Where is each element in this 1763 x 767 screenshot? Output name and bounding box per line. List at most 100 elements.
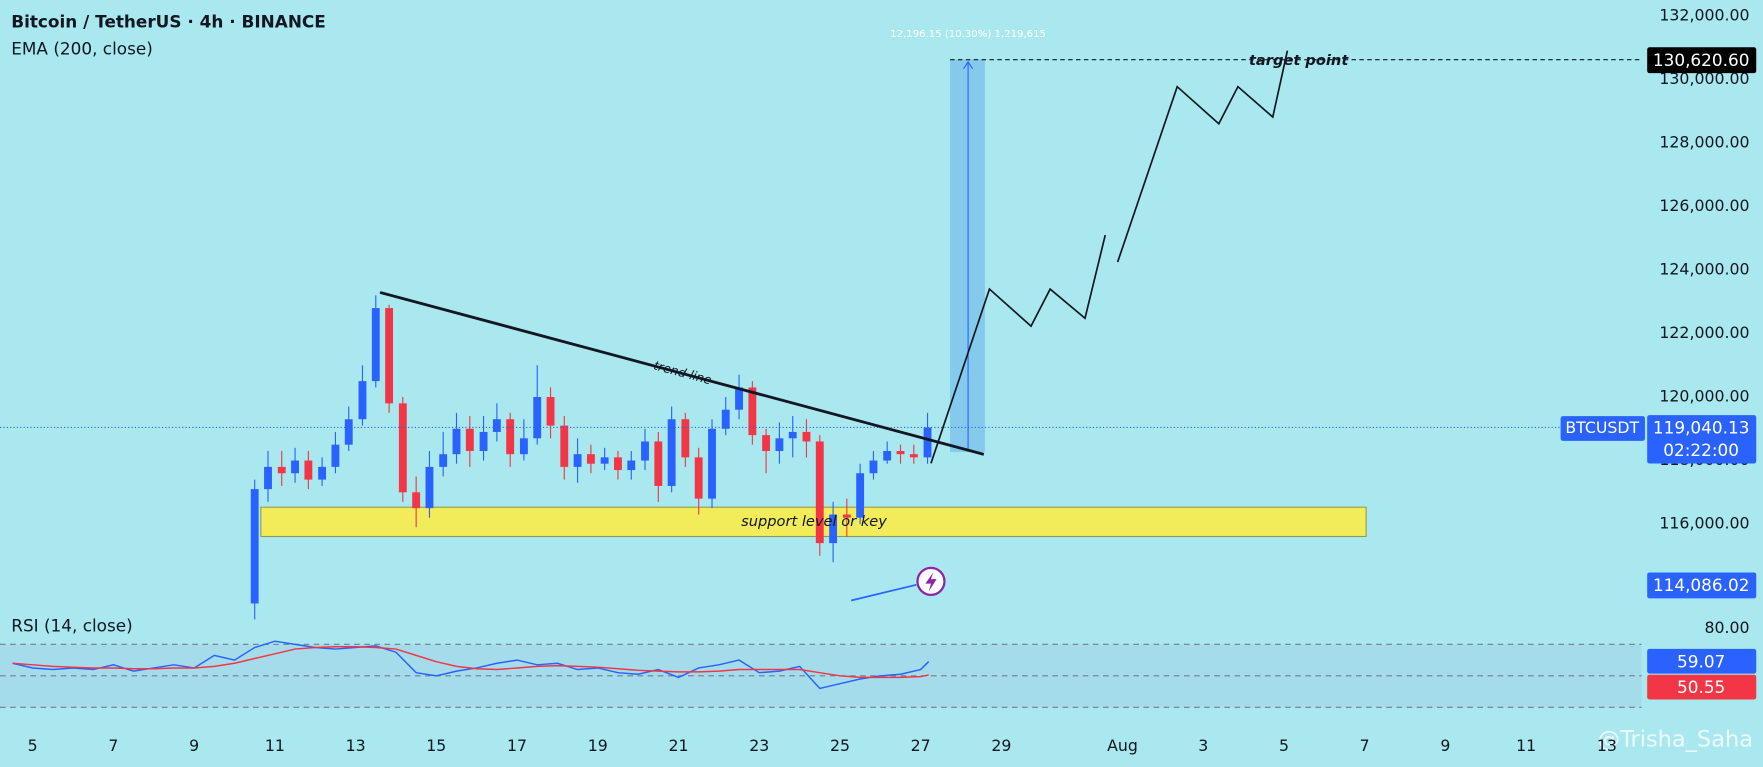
- candle-body: [735, 387, 743, 410]
- candle-body: [654, 441, 663, 486]
- trend-line: [379, 291, 985, 456]
- countdown: 02:22:00: [1663, 440, 1739, 460]
- target-label: target point: [1249, 52, 1349, 69]
- price-tag-label: 119,040.13: [1653, 418, 1750, 438]
- value-tag-label: 50.55: [1677, 677, 1725, 697]
- y-tick-label: 126,000.00: [1659, 196, 1749, 215]
- candle-body: [371, 308, 380, 382]
- candle-body: [452, 428, 461, 455]
- x-tick-label: 5: [1279, 736, 1289, 755]
- value-tag: [1647, 674, 1757, 700]
- plot-area: [0, 295, 1645, 620]
- candle-body: [708, 428, 716, 499]
- candle-body: [694, 457, 703, 499]
- x-tick-label: 5: [28, 736, 38, 755]
- signal-bolt: [925, 572, 937, 592]
- candle-body: [412, 492, 421, 509]
- y-tick-label: 128,000.00: [1659, 132, 1749, 151]
- candle-body: [344, 419, 353, 445]
- x-tick-label: 9: [189, 736, 199, 755]
- y-tick-label: 122,000.00: [1659, 323, 1749, 342]
- symbol-label: BTCUSDT: [1565, 418, 1639, 437]
- chart-title: Bitcoin / TetherUS · 4h · BINANCE: [11, 12, 326, 32]
- x-tick-label: 15: [426, 736, 446, 755]
- candle-body: [425, 466, 434, 509]
- x-tick-label: 23: [749, 736, 769, 755]
- candle-body: [842, 514, 851, 518]
- price-tag-label: 130,620.60: [1653, 50, 1750, 70]
- candle-body: [519, 438, 528, 455]
- candle-body: [546, 397, 555, 426]
- x-tick-label: 7: [1360, 736, 1370, 755]
- measure-arrow-head: [963, 60, 974, 69]
- y-tick-label: 124,000.00: [1659, 259, 1749, 278]
- candle-body: [748, 387, 757, 436]
- projection-path: [1116, 50, 1289, 263]
- candle-body: [627, 460, 636, 471]
- candle-body: [586, 454, 595, 464]
- candle-body: [264, 466, 272, 490]
- x-tick-label: 21: [668, 736, 688, 755]
- candle-body: [775, 438, 784, 452]
- candle-body: [681, 419, 690, 458]
- y-tick-label: 116,000.00: [1659, 514, 1749, 533]
- candle-body: [762, 435, 771, 452]
- value-tag-label: 59.07: [1677, 651, 1725, 671]
- candle-body: [358, 381, 367, 420]
- candle-body: [869, 460, 878, 474]
- candle-body: [304, 460, 313, 480]
- candle-body: [318, 466, 327, 480]
- projection-path: [930, 234, 1107, 464]
- candle-body: [492, 419, 501, 432]
- y-tick-label: 130,000.00: [1659, 69, 1749, 88]
- y-tick-label: 120,000.00: [1659, 387, 1749, 406]
- price-tag: [1647, 47, 1757, 74]
- candle-body: [560, 425, 569, 467]
- candle-body: [439, 454, 448, 467]
- x-tick-label: 29: [991, 736, 1011, 755]
- x-tick-label: 3: [1198, 736, 1208, 755]
- candle-body: [909, 454, 918, 458]
- x-tick-label: 11: [1516, 736, 1536, 755]
- candle-body: [573, 454, 582, 467]
- support-label: support level or key: [741, 513, 887, 530]
- candle-body: [398, 403, 407, 493]
- candle-body: [923, 427, 932, 458]
- y-tick-label: 132,000.00: [1659, 5, 1749, 24]
- candle-body: [829, 514, 838, 544]
- rsi-line: [12, 645, 929, 679]
- x-tick-label: 27: [911, 736, 931, 755]
- price-tag: [1647, 572, 1757, 599]
- measure-label: 12,196.15 (10.30%) 1,219,615: [890, 29, 1046, 40]
- candle-body: [815, 441, 824, 544]
- candle-body: [479, 431, 488, 452]
- candle-body: [614, 457, 622, 471]
- x-tick-label: Aug: [1107, 736, 1138, 755]
- candle-body: [667, 419, 676, 486]
- price-tag-label: 114,086.02: [1653, 575, 1750, 595]
- x-tick-label: 13: [346, 736, 366, 755]
- candle-body: [291, 460, 299, 474]
- symbol-tag: [1560, 416, 1645, 441]
- candle-body: [788, 431, 797, 439]
- watermark: @Trisha_Saha: [1598, 726, 1753, 752]
- rsi-title: RSI (14, close): [11, 615, 133, 635]
- candle-body: [883, 451, 892, 461]
- candle-body: [506, 419, 515, 455]
- candle-body: [641, 441, 649, 461]
- x-tick-label: 7: [108, 736, 118, 755]
- x-tick-label: 19: [588, 736, 608, 755]
- candle-body: [802, 431, 811, 442]
- candle-body: [533, 397, 542, 439]
- price-tag: [1647, 415, 1757, 464]
- x-tick-label: 9: [1440, 736, 1450, 755]
- x-tick-label: 11: [265, 736, 285, 755]
- candle-body: [721, 409, 730, 429]
- candle-body: [385, 308, 394, 404]
- candle-body: [600, 457, 609, 464]
- candle-body: [896, 451, 905, 455]
- support-zone: [260, 506, 1367, 537]
